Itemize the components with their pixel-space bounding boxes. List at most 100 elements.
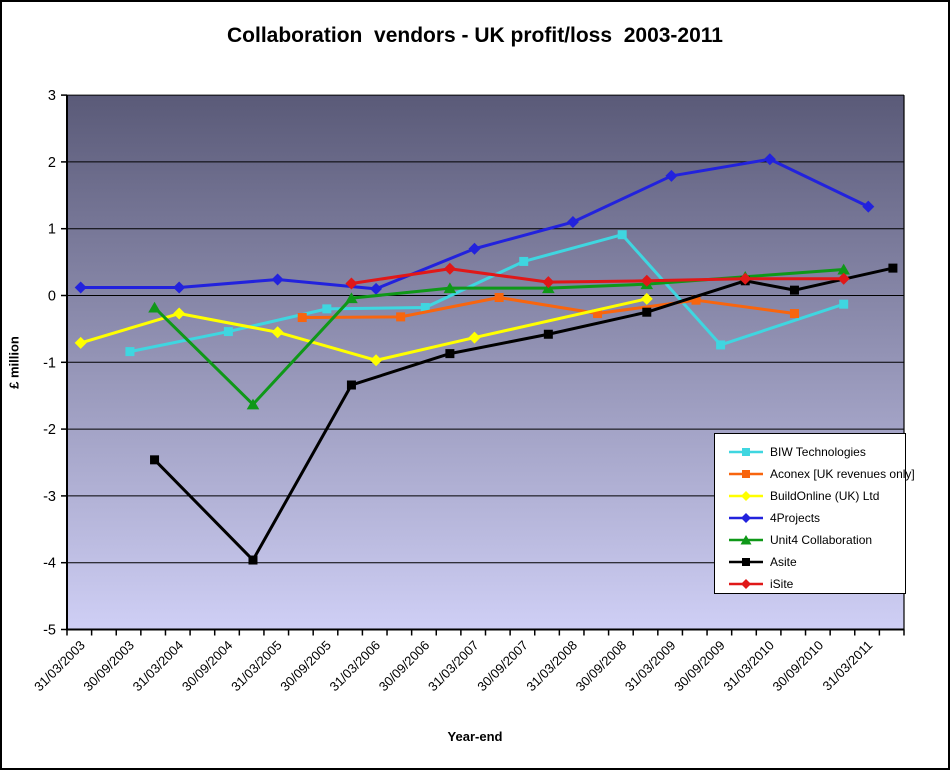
- legend-key-square-icon: [729, 558, 763, 566]
- legend-key-diamond-icon: [729, 513, 763, 523]
- data-point-marker: [691, 295, 701, 305]
- series-line: [128, 233, 846, 354]
- x-tick-label: 30/09/2009: [671, 638, 728, 695]
- data-point-marker: [345, 277, 358, 290]
- x-axis: 31/03/200330/09/200331/03/200430/09/2004…: [31, 629, 905, 695]
- y-tick-label: -4: [43, 556, 56, 572]
- legend-label: 4Projects: [770, 511, 821, 525]
- data-point-marker: [148, 301, 161, 313]
- legend-label: Aconex [UK revenues only]: [770, 467, 915, 481]
- legend-label: Asite: [770, 555, 797, 569]
- series-buildonline-uk-ltd: [74, 292, 653, 367]
- data-point-marker: [640, 292, 653, 305]
- data-point-marker: [468, 242, 481, 255]
- data-point-marker: [443, 282, 457, 294]
- legend-key-triangle-icon: [729, 535, 763, 545]
- x-tick-label: 30/09/2010: [770, 638, 827, 695]
- data-point-marker: [617, 230, 627, 240]
- legend-key-diamond-icon: [729, 579, 763, 589]
- series-line: [79, 297, 649, 362]
- y-tick-label: -2: [43, 422, 56, 438]
- data-point-marker: [468, 331, 481, 344]
- data-point-marker: [839, 299, 849, 309]
- legend-item-buildonline-uk-ltd: BuildOnline (UK) Ltd: [727, 485, 905, 507]
- data-point-marker: [346, 380, 356, 390]
- y-tick-label: -5: [43, 623, 56, 639]
- x-tick-label: 31/03/2006: [327, 638, 384, 695]
- data-point-marker: [789, 285, 799, 295]
- legend-item-biw-technologies: BIW Technologies: [727, 441, 905, 463]
- legend-label: Unit4 Collaboration: [770, 533, 873, 547]
- data-point-marker: [246, 398, 260, 410]
- x-tick-label: 31/03/2008: [523, 638, 580, 695]
- series-line: [349, 267, 846, 285]
- legend-item-unit4-collaboration: Unit4 Collaboration: [727, 529, 905, 551]
- legend-key-diamond-icon: [729, 491, 763, 501]
- legend-item-isite: iSite: [727, 573, 905, 595]
- data-point-marker: [763, 153, 776, 166]
- data-point-marker: [542, 276, 555, 289]
- y-tick-label: 3: [48, 88, 56, 104]
- data-point-marker: [420, 303, 430, 313]
- data-point-marker: [837, 272, 850, 285]
- x-tick-label: 30/09/2005: [277, 638, 334, 695]
- data-point-marker: [519, 256, 529, 266]
- x-tick-label: 31/03/2010: [720, 638, 777, 695]
- data-point-marker: [789, 309, 799, 319]
- legend-item-aconex-uk-revenues-only-: Aconex [UK revenues only]: [727, 463, 915, 485]
- x-tick-label: 31/03/2003: [31, 638, 88, 695]
- x-tick-label: 30/09/2008: [573, 638, 630, 695]
- x-tick-label: 30/09/2003: [80, 638, 137, 695]
- legend-label: iSite: [770, 577, 794, 591]
- legend-key-square-icon: [729, 470, 763, 478]
- legend-item-asite: Asite: [727, 551, 905, 573]
- data-point-marker: [888, 263, 898, 273]
- data-point-marker: [543, 329, 553, 339]
- data-point-marker: [640, 274, 653, 287]
- y-tick-label: 2: [48, 155, 56, 171]
- data-point-marker: [173, 307, 186, 320]
- data-point-marker: [739, 272, 752, 285]
- series-isite: [345, 262, 850, 290]
- data-point-marker: [322, 304, 332, 314]
- data-point-marker: [642, 307, 652, 317]
- data-point-marker: [370, 354, 383, 367]
- data-point-marker: [665, 169, 678, 182]
- data-point-marker: [271, 273, 284, 286]
- series-4projects: [74, 153, 875, 295]
- data-point-marker: [223, 327, 233, 337]
- x-tick-label: 31/03/2009: [622, 638, 679, 695]
- x-axis-title: Year-end: [447, 729, 503, 744]
- x-tick-label: 31/03/2011: [819, 638, 875, 694]
- series-biw-technologies: [125, 230, 849, 357]
- data-point-marker: [494, 293, 504, 303]
- x-tick-label: 30/09/2004: [179, 638, 236, 695]
- legend: BIW Technologies Aconex [UK revenues only…: [714, 433, 915, 595]
- data-point-marker: [125, 347, 135, 357]
- data-point-marker: [248, 555, 258, 565]
- x-tick-label: 30/09/2006: [376, 638, 433, 695]
- x-tick-label: 31/03/2004: [130, 638, 187, 695]
- x-tick-label: 31/03/2005: [228, 638, 285, 695]
- data-point-marker: [593, 309, 603, 319]
- y-tick-label: -3: [43, 489, 56, 505]
- legend-label: BIW Technologies: [770, 445, 866, 459]
- data-point-marker: [445, 349, 455, 359]
- data-point-marker: [716, 340, 726, 350]
- data-point-marker: [443, 262, 456, 275]
- y-tick-label: 0: [48, 289, 56, 305]
- data-point-marker: [837, 263, 850, 275]
- legend-key-square-icon: [729, 448, 763, 456]
- data-point-marker: [345, 292, 358, 304]
- legend-item-4projects: 4Projects: [727, 507, 905, 529]
- y-tick-label: -1: [43, 355, 56, 371]
- data-point-marker: [396, 312, 406, 322]
- data-point-marker: [370, 282, 383, 295]
- y-tick-label: 1: [48, 222, 56, 238]
- data-point-marker: [297, 313, 307, 323]
- legend-label: BuildOnline (UK) Ltd: [770, 489, 880, 503]
- series-line: [300, 296, 796, 320]
